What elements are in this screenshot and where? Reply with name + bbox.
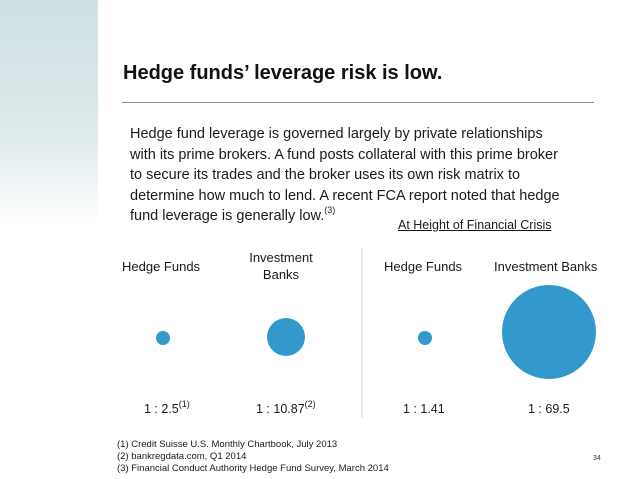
footnote: (2) bankregdata.com, Q1 2014 — [117, 451, 247, 462]
body-line: to secure its trades and the broker uses… — [130, 167, 521, 183]
body-line: Hedge fund leverage is governed largely … — [130, 126, 543, 142]
section-divider — [361, 248, 363, 418]
footnotes: (1) Credit Suisse U.S. Monthly Chartbook… — [117, 439, 389, 475]
ratio-value: 1 : 69.5 — [528, 402, 570, 416]
ratio-value: 1 : 2.5 — [144, 402, 179, 416]
ratio-value: 1 : 1.41 — [403, 402, 445, 416]
bubble-investment-banks-crisis — [502, 285, 596, 379]
column-label-investment-banks: Investment Banks — [249, 250, 313, 282]
footnote-ref: (3) — [324, 205, 336, 216]
crisis-heading: At Height of Financial Crisis — [398, 218, 552, 232]
body-paragraph: Hedge fund leverage is governed largely … — [130, 124, 580, 227]
ratio-investment-banks: 1 : 10.87(2) — [256, 398, 316, 416]
column-label-hedge-funds: Hedge Funds — [122, 259, 201, 274]
body-line: fund leverage is generally low. — [130, 208, 325, 224]
footnote: (3) Financial Conduct Authority Hedge Fu… — [117, 463, 389, 474]
slide-title: Hedge funds’ leverage risk is low. — [123, 62, 443, 84]
body-line: with its prime brokers. A fund posts col… — [130, 146, 558, 163]
decorative-side-band — [0, 0, 98, 230]
ratio-value: 1 : 10.87 — [256, 402, 305, 416]
footnote-ref: (2) — [304, 398, 316, 409]
bubble-hedge-funds-crisis — [418, 331, 432, 345]
ratio-hedge-funds: 1 : 2.5(1) — [144, 398, 190, 416]
ratio-hedge-funds-crisis: 1 : 1.41 — [403, 402, 445, 416]
column-label-hedge-funds-crisis: Hedge Funds — [384, 259, 463, 274]
body-line: determine how much to lend. A recent FCA… — [130, 187, 560, 204]
page-number: 34 — [593, 455, 601, 462]
footnote-ref: (1) — [178, 398, 190, 409]
footnote: (1) Credit Suisse U.S. Monthly Chartbook… — [117, 439, 338, 450]
ratio-investment-banks-crisis: 1 : 69.5 — [528, 402, 570, 416]
bubble-hedge-funds — [156, 331, 170, 345]
title-divider — [122, 102, 594, 103]
column-label-investment-banks-crisis: Investment Banks — [494, 259, 598, 274]
body-line-last: fund leverage is generally low.(3) — [130, 206, 580, 227]
bubble-investment-banks — [267, 318, 305, 356]
